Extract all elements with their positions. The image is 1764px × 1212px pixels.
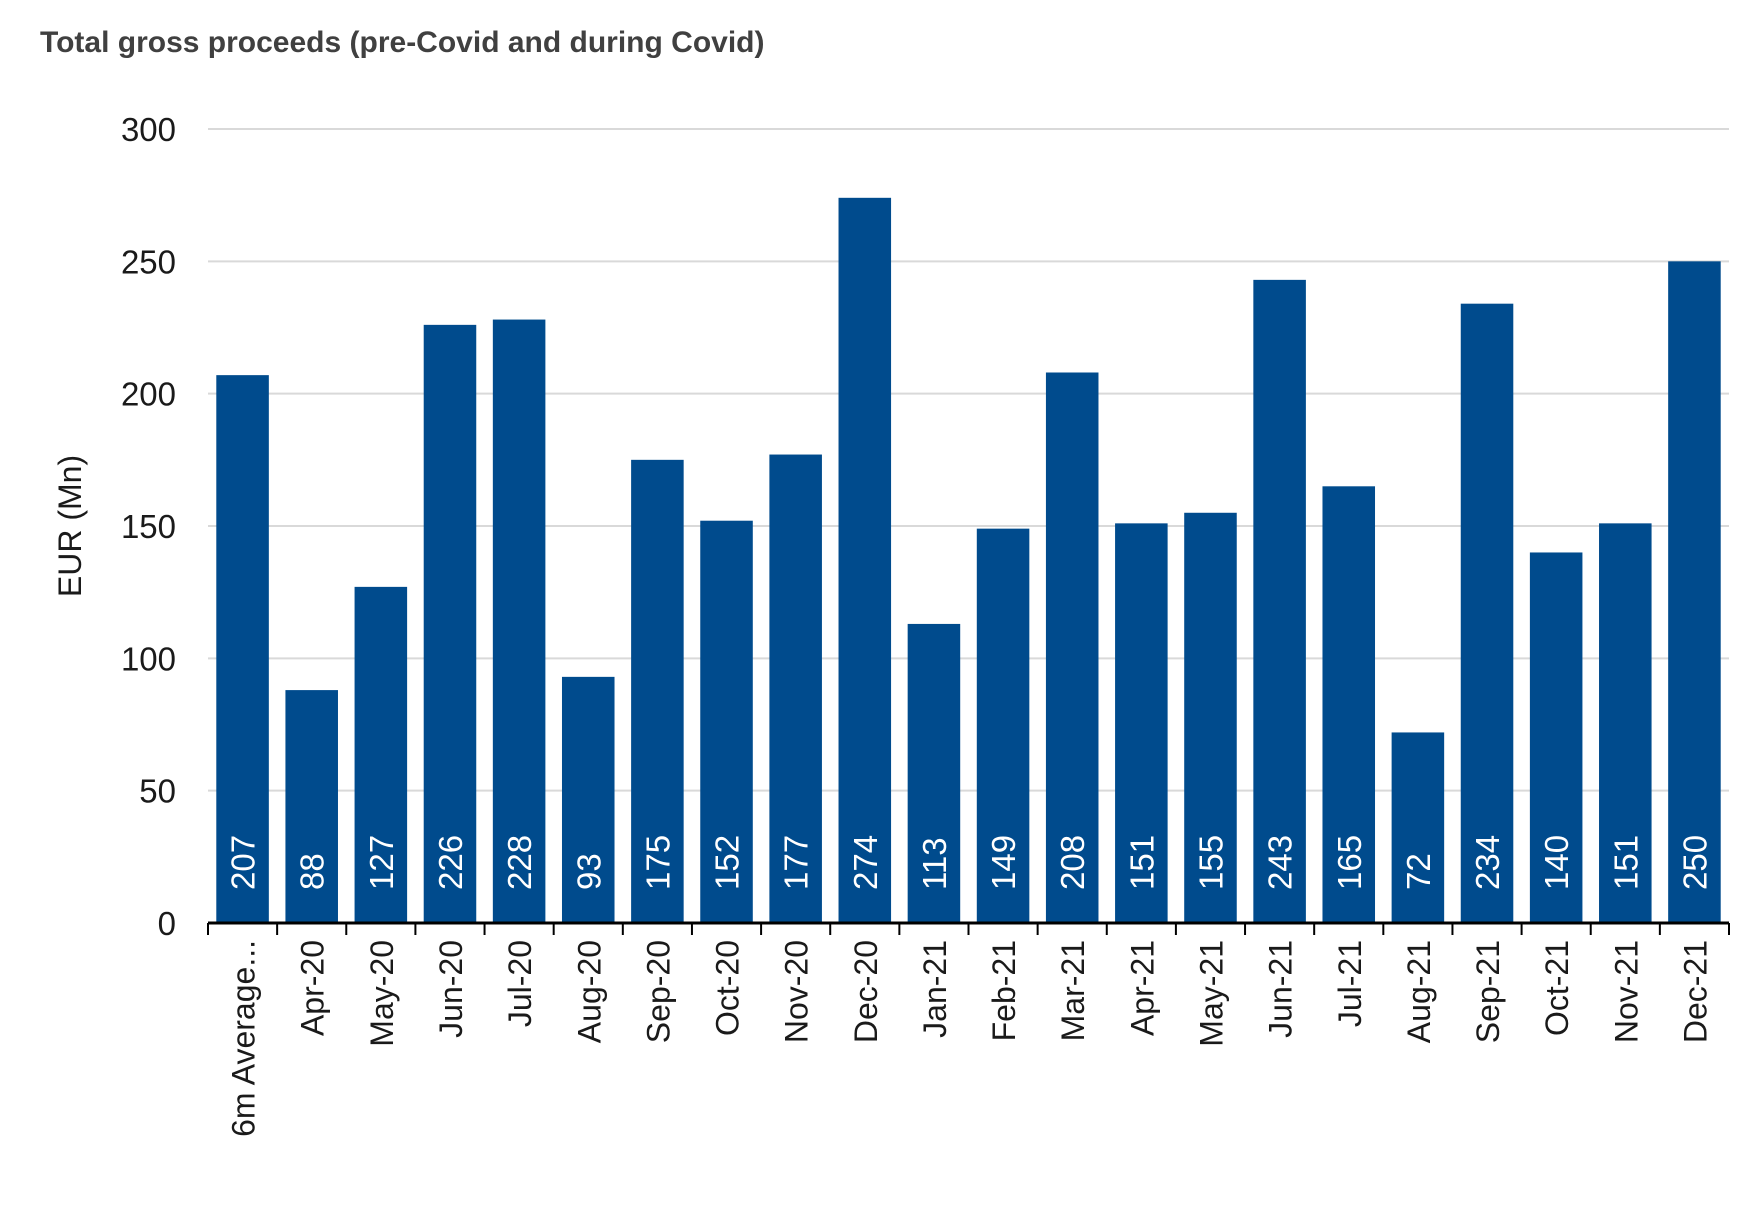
y-tick-label: 250 — [121, 243, 176, 280]
x-tick-label: Aug-20 — [571, 940, 607, 1043]
y-tick-label: 300 — [121, 111, 176, 148]
x-tick-label: Apr-21 — [1124, 940, 1160, 1036]
bar — [631, 459, 684, 923]
data-label: 140 — [1538, 835, 1575, 890]
data-label: 274 — [847, 835, 884, 890]
x-tick-label: May-21 — [1193, 940, 1229, 1047]
bar — [1045, 372, 1099, 923]
bar — [1460, 303, 1514, 923]
bars: 207 88 127 226 228 93 175 152 177 274 113 149 208 151… — [216, 197, 1721, 923]
data-label: 165 — [1331, 835, 1368, 890]
data-label: 127 — [363, 835, 400, 890]
data-label: 234 — [1469, 835, 1506, 890]
x-tick-label: Sep-21 — [1470, 940, 1506, 1043]
bar — [216, 375, 269, 923]
bar — [907, 623, 961, 923]
data-label: 175 — [639, 835, 676, 890]
data-label: 228 — [501, 835, 538, 890]
bar — [354, 586, 408, 923]
chart-title: Total gross proceeds (pre-Covid and duri… — [40, 26, 765, 59]
data-label: 151 — [1123, 835, 1160, 890]
axes: 0 50 100 150 200 250 300 6m Average... Apr-20 May… — [121, 111, 1730, 1137]
x-tick-label: Aug-21 — [1401, 940, 1437, 1043]
x-tick-label: Oct-21 — [1539, 940, 1575, 1036]
x-tick-label: Jan-21 — [917, 940, 953, 1038]
data-label: 151 — [1607, 835, 1644, 890]
bar — [492, 319, 546, 923]
x-tick-label: Sep-20 — [640, 940, 676, 1043]
bar — [1184, 512, 1237, 923]
bar — [1391, 732, 1445, 923]
data-label: 152 — [709, 835, 746, 890]
data-label: 72 — [1400, 853, 1437, 890]
data-label: 226 — [432, 835, 469, 890]
x-tick-label: Dec-20 — [848, 940, 884, 1043]
bar — [561, 676, 615, 923]
data-label: 149 — [985, 835, 1022, 890]
x-tick-label: Dec-21 — [1677, 940, 1713, 1043]
bar — [1115, 523, 1168, 923]
x-tick-label: Jul-21 — [1332, 940, 1368, 1027]
data-label: 113 — [916, 837, 953, 890]
bar — [769, 454, 822, 923]
bar — [1529, 552, 1583, 923]
data-label: 93 — [570, 853, 607, 890]
data-label: 207 — [225, 835, 262, 890]
y-tick-label: 100 — [121, 640, 176, 677]
bar — [285, 690, 338, 923]
data-label: 177 — [778, 835, 815, 890]
x-tick-label: Jun-21 — [1263, 940, 1299, 1038]
x-tick-label: Feb-21 — [986, 940, 1022, 1041]
x-tick-label: 6m Average... — [226, 940, 262, 1137]
y-axis-label: EUR (Mn) — [52, 455, 88, 597]
x-tick-label: Jun-20 — [433, 940, 469, 1038]
data-label: 208 — [1054, 835, 1091, 890]
y-tick-label: 150 — [121, 508, 176, 545]
x-tick-label: Apr-20 — [295, 940, 331, 1036]
x-tick-label: Jul-20 — [502, 940, 538, 1027]
bar — [1599, 523, 1652, 923]
y-tick-label: 50 — [139, 773, 176, 810]
bar — [1668, 261, 1721, 923]
y-tick-label: 200 — [121, 376, 176, 413]
bar — [838, 197, 892, 923]
x-tick-label: Nov-21 — [1608, 940, 1644, 1043]
x-tick-label: Nov-20 — [779, 940, 815, 1043]
data-label: 243 — [1262, 835, 1299, 890]
bar — [976, 528, 1030, 923]
y-tick-label: 0 — [158, 905, 176, 942]
x-tick-label: Mar-21 — [1055, 940, 1091, 1041]
x-tick-label: Oct-20 — [710, 940, 746, 1036]
bar — [1253, 279, 1306, 923]
bar — [700, 520, 753, 923]
data-label: 88 — [294, 853, 331, 890]
data-label: 250 — [1676, 835, 1713, 890]
x-tick-label: May-20 — [364, 940, 400, 1047]
bar — [423, 324, 477, 923]
bar — [1322, 486, 1376, 923]
data-label: 155 — [1192, 835, 1229, 890]
